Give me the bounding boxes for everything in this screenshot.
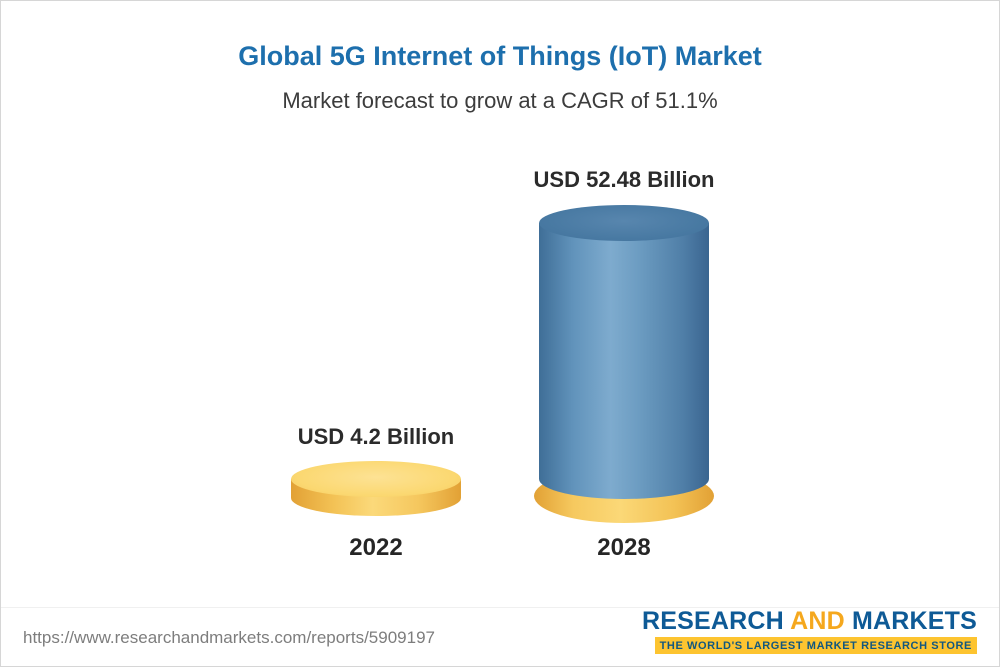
report-url-link[interactable]: https://www.researchandmarkets.com/repor… [23,628,435,647]
bar-2028-cylinder-top [539,205,709,241]
bar-2022-cylinder-top [291,461,461,497]
footer: https://www.researchandmarkets.com/repor… [1,607,999,666]
logo-word-markets: MARKETS [851,606,977,635]
logo-tagline: THE WORLD'S LARGEST MARKET RESEARCH STOR… [654,637,977,654]
value-label-2022: USD 4.2 Billion [297,424,455,449]
logo-wordmark: RESEARCH AND MARKETS [642,608,977,634]
bar-2028-cylinder-body [539,223,709,499]
research-and-markets-logo: RESEARCH AND MARKETS THE WORLD'S LARGEST… [642,608,977,654]
chart-title: Global 5G Internet of Things (IoT) Marke… [238,41,762,71]
axis-label-2028: 2028 [597,534,651,561]
logo-word-research: RESEARCH [641,606,784,635]
chart-subtitle: Market forecast to grow at a CAGR of 51.… [282,88,718,113]
logo-word-and: AND [790,606,845,635]
axis-label-2022: 2022 [349,534,403,561]
value-label-2028: USD 52.48 Billion [533,167,715,192]
